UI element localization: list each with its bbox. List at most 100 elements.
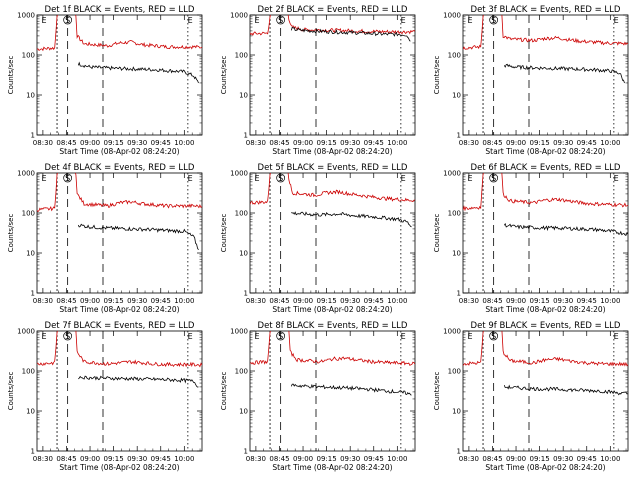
panel-title: Det 6f BLACK = Events, RED = LLD [471,163,621,173]
detector-panel-8: Det 8f BLACK = Events, RED = LLD 1 10 100 10… [220,321,416,472]
events-rate-line [77,223,199,251]
interval-annotation: E [614,332,619,341]
interval-annotation: E [42,16,47,25]
y-tick-label: 10 [239,250,248,258]
interval-annotation: E [401,332,406,341]
y-tick-label: 1 [244,448,248,456]
sun-marker-circle [63,173,72,183]
y-tick-label: 1 [31,448,35,456]
plot-frame [462,330,629,452]
lld-rate-line [37,331,202,368]
y-tick-label: 1 [244,132,248,140]
y-axis-label: Counts/sec [7,372,15,411]
plot-frame [249,14,416,136]
y-axis-label: Counts/sec [433,372,441,411]
events-rate-line [291,211,412,228]
lld-rate-line [463,331,628,367]
events-rate-line [290,26,411,42]
interval-annotation: S [491,332,496,341]
x-tick-label: 09:30 [553,139,573,147]
x-tick-label: 08:30 [33,455,53,463]
x-axis-label: Start Time (08-Apr-02 08:24:20) [272,305,392,314]
y-tick-label: 10 [26,92,35,100]
events-rate-line [290,383,412,396]
x-tick-label: 09:00 [80,297,100,305]
x-tick-label: 09:45 [364,139,384,147]
y-axis-label: Counts/sec [433,214,441,253]
detector-panel-2: Det 2f BLACK = Events, RED = LLD 1 10 100 10… [220,5,416,156]
y-tick-label: 100 [235,368,248,376]
x-tick-label: 09:30 [340,297,360,305]
y-tick-label: 100 [22,210,35,218]
x-tick-label: 10:00 [600,139,620,147]
events-rate-line [503,384,628,396]
sun-marker-circle [276,173,285,183]
x-tick-label: 10:00 [387,297,407,305]
detector-panel-3: Det 3f BLACK = Events, RED = LLD 1 10 100 10… [433,5,629,156]
x-tick-label: 10:00 [174,297,194,305]
y-axis-label: Counts/sec [220,214,228,253]
interval-annotation: S [65,332,70,341]
y-tick-label: 1000 [443,170,461,178]
x-tick-label: 10:00 [387,455,407,463]
x-tick-label: 08:30 [33,297,53,305]
x-tick-label: 09:15 [104,455,124,463]
x-tick-label: 08:30 [246,455,266,463]
interval-annotation: E [614,16,619,25]
y-axis-label: Counts/sec [220,372,228,411]
y-axis-label: Counts/sec [220,56,228,95]
interval-annotation: S [65,16,70,25]
x-tick-label: 09:45 [364,297,384,305]
x-tick-label: 09:00 [293,297,313,305]
plot-frame [249,172,416,294]
y-tick-label: 1 [31,290,35,298]
x-tick-label: 09:30 [127,139,147,147]
y-tick-label: 10 [452,408,461,416]
x-tick-label: 09:45 [151,455,171,463]
panel-title: Det 2f BLACK = Events, RED = LLD [258,5,408,15]
x-axis-label: Start Time (08-Apr-02 08:24:20) [485,147,605,156]
x-tick-label: 09:30 [340,455,360,463]
interval-annotation: S [65,174,70,183]
interval-annotation: S [278,332,283,341]
y-tick-label: 1 [31,132,35,140]
interval-annotation: E [255,332,260,341]
y-tick-label: 1 [457,132,461,140]
y-tick-label: 100 [22,368,35,376]
x-tick-label: 08:45 [269,297,289,305]
y-tick-label: 1000 [230,12,248,20]
y-tick-label: 1000 [443,12,461,20]
y-tick-label: 1000 [17,12,35,20]
x-axis-label: Start Time (08-Apr-02 08:24:20) [485,463,605,472]
x-tick-label: 09:30 [553,455,573,463]
lld-rate-line [250,15,415,36]
y-tick-label: 10 [26,408,35,416]
sun-marker-circle [63,331,72,341]
x-tick-label: 08:45 [482,297,502,305]
x-tick-label: 08:30 [246,297,266,305]
x-tick-label: 09:15 [104,139,124,147]
y-tick-label: 10 [239,408,248,416]
lld-rate-line [37,173,202,213]
panel-title: Det 4f BLACK = Events, RED = LLD [45,163,195,173]
interval-annotation: E [188,174,193,183]
y-tick-label: 100 [448,52,461,60]
x-tick-label: 08:45 [269,455,289,463]
x-axis-label: Start Time (08-Apr-02 08:24:20) [59,463,179,472]
detector-panel-1: Det 1f BLACK = Events, RED = LLD 1 10 100 10… [7,5,203,156]
lld-rate-line [250,331,415,366]
x-tick-label: 09:45 [364,455,384,463]
x-tick-label: 09:00 [80,455,100,463]
interval-annotation: E [42,332,47,341]
x-tick-label: 08:30 [459,139,479,147]
detector-panel-9: Det 9f BLACK = Events, RED = LLD 1 10 100 10… [433,321,629,472]
x-tick-label: 08:45 [482,455,502,463]
interval-annotation: S [491,174,496,183]
y-tick-label: 10 [26,250,35,258]
y-tick-label: 10 [452,92,461,100]
y-tick-label: 1 [457,448,461,456]
events-rate-line [503,222,628,236]
x-axis-label: Start Time (08-Apr-02 08:24:20) [59,147,179,156]
interval-annotation: E [468,174,473,183]
